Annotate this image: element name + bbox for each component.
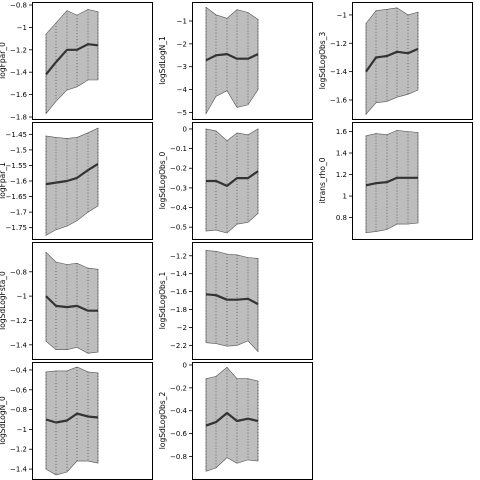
chart-panel: −1.45 −1.5 −1.55 −1.6 −1.65 −1.7 −1.75 logFpar_… [0, 122, 153, 240]
y-tick-label: −0.2 [170, 165, 187, 173]
y-tick-label: −1.7 [10, 209, 27, 217]
estimate-line [205, 52, 259, 62]
y-tick-label: −1.6 [330, 96, 348, 104]
y-tick-label: −3 [177, 63, 187, 71]
y-tick-label: −1.5 [10, 146, 27, 154]
estimate-line [45, 43, 99, 76]
y-tick-label: 1.2 [336, 171, 347, 179]
chart-panel: −0.4 −0.6 −0.8 −1 −1.2 −1.4 logSdLogN_0 [0, 362, 153, 480]
y-tick-label: −1.55 [6, 162, 27, 170]
y-tick-label: −5 [177, 109, 187, 117]
y-tick-label: −0.3 [170, 184, 187, 192]
y-tick-label: −1.6 [10, 178, 28, 186]
y-tick-label: 0 [183, 362, 187, 370]
confidence-band [205, 6, 259, 115]
y-tick-label: −1.4 [170, 270, 188, 278]
y-tick-label: −1.65 [6, 193, 27, 201]
y-tick-label: −0.2 [170, 384, 187, 392]
y-tick-label: −1 [177, 18, 187, 26]
y-tick-label: 0 [183, 125, 187, 133]
y-axis-title: logSdLogObs_0 [158, 152, 167, 210]
y-axis-title: logSdLogObs_2 [158, 392, 167, 450]
y-tick-label: −4 [177, 86, 188, 94]
y-tick-label: −0.8 [170, 453, 187, 461]
y-tick-label: −1.75 [6, 224, 27, 232]
y-tick-label: −1.45 [6, 131, 27, 139]
y-tick-label: −2 [177, 40, 187, 48]
y-tick-label: −1.6 [10, 91, 28, 99]
y-axis-title: logSdLogFsta_0 [0, 271, 7, 330]
y-tick-label: 1.4 [336, 150, 348, 158]
estimate-line [45, 412, 99, 424]
y-axis-title: logFpar_1 [0, 162, 7, 199]
estimate-line [45, 162, 99, 186]
y-axis-title: itrans_rho_0 [318, 157, 327, 203]
y-axis-title: logSdLogObs_1 [158, 272, 167, 330]
estimate-line [365, 47, 419, 73]
y-axis-title: logSdLogN_0 [0, 396, 7, 445]
y-tick-label: −1 [17, 293, 27, 301]
y-tick-label: −0.4 [170, 204, 188, 212]
y-tick-label: −1.6 [170, 288, 188, 296]
y-tick-label: −0.5 [170, 224, 187, 232]
y-tick-label: −1 [17, 24, 27, 32]
y-tick-label: −1 [337, 11, 347, 19]
y-tick-label: −1.4 [10, 341, 28, 349]
y-tick-label: −2.2 [170, 342, 187, 350]
y-tick-label: −0.4 [170, 407, 188, 415]
estimate-line [206, 170, 259, 187]
y-tick-label: −0.6 [10, 386, 28, 394]
y-tick-label: −1.2 [10, 446, 27, 454]
y-tick-label: −1.2 [330, 40, 347, 48]
chart-panel: −1 −2 −3 −4 −5 logSdLogN_1 [158, 2, 313, 120]
estimate-line [45, 295, 98, 312]
estimate-line [205, 411, 259, 427]
y-tick-label: 1.6 [336, 128, 348, 136]
y-tick-label: −1.2 [10, 46, 27, 54]
estimate-line [365, 176, 418, 187]
y-tick-label: −0.6 [170, 430, 188, 438]
y-tick-label: −1.4 [330, 68, 348, 76]
chart-panel: −0.8 −1 −1.2 −1.4 −1.6 −1.8 logFpar_0 [0, 2, 153, 122]
y-tick-label: 1 [343, 193, 347, 201]
y-axis-title: logFpar_0 [0, 42, 7, 79]
chart-panel: −0.8 −1 −1.2 −1.4 logSdLogFsta_0 [0, 242, 153, 360]
y-tick-label: −1.8 [10, 114, 27, 122]
y-tick-label: −1.2 [170, 252, 187, 260]
chart-panel: 0 −0.1 −0.2 −0.3 −0.4 −0.5 logSdLogObs_0 [158, 122, 313, 240]
y-tick-label: −1 [17, 426, 27, 434]
y-tick-label: 0.8 [336, 214, 347, 222]
y-tick-label: −0.8 [10, 406, 27, 414]
y-tick-label: −0.8 [10, 268, 27, 276]
y-tick-label: −1.8 [170, 306, 187, 314]
y-tick-label: −0.8 [10, 2, 27, 10]
y-axis-title: logSdLogObs_3 [318, 32, 327, 90]
y-axis-title: logSdLogN_1 [158, 36, 167, 85]
estimate-line [205, 293, 259, 306]
y-tick-label: −1.4 [10, 69, 28, 77]
y-tick-label: −0.1 [170, 145, 187, 153]
confidence-band [365, 130, 419, 234]
chart-panel: −1.2 −1.4 −1.6 −1.8 −2 −2.2 logSdLogObs_1 [158, 242, 313, 360]
y-tick-label: −2 [177, 324, 187, 332]
y-tick-label: −0.4 [10, 366, 28, 374]
chart-panel: 1.6 1.4 1.2 1 0.8 itrans_rho_0 [318, 122, 473, 240]
y-tick-label: −1.2 [10, 317, 27, 325]
y-tick-label: −1.4 [10, 466, 28, 474]
